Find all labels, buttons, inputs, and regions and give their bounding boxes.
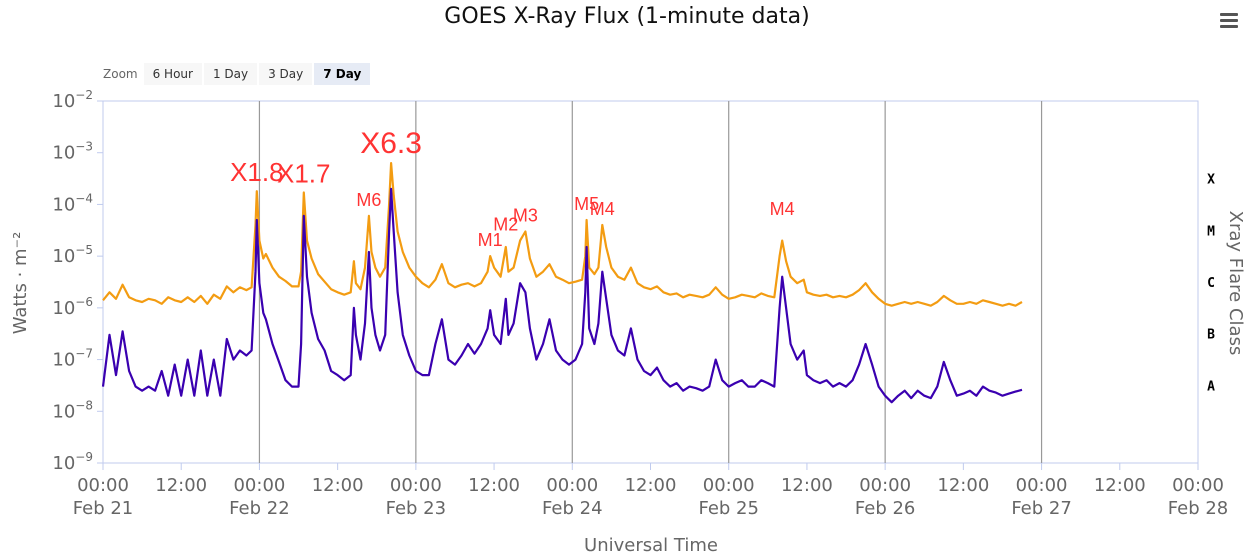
zoom-label: Zoom: [103, 67, 138, 81]
x-tick-time: 12:00: [155, 475, 207, 496]
x-tick-date: Feb 28: [1168, 498, 1229, 519]
y-tick-label: 10−3: [52, 140, 93, 164]
x-tick-time: 00:00: [1016, 475, 1068, 496]
zoom-7-day-button[interactable]: 7 Day: [314, 63, 371, 85]
x-tick-date: Feb 27: [1011, 498, 1072, 519]
y-tick-label: 10−9: [52, 450, 93, 474]
flare-class-label: C: [1207, 276, 1215, 291]
plot-area-border: [102, 100, 1199, 464]
zoom-1-day-button[interactable]: 1 Day: [203, 63, 258, 85]
flare-annotation: M4: [590, 199, 615, 219]
flare-annotation: X1.8: [230, 157, 284, 187]
x-tick-time: 00:00: [859, 475, 911, 496]
x-tick-time: 00:00: [390, 475, 442, 496]
hamburger-menu-icon[interactable]: [1218, 10, 1240, 30]
flare-class-label: B: [1207, 328, 1215, 343]
series-short-line: [101, 187, 1023, 404]
series-long-line: [102, 162, 1023, 307]
zoom-6-hour-button[interactable]: 6 Hour: [143, 63, 202, 85]
x-tick-date: Feb 24: [542, 498, 603, 519]
chart-title: GOES X-Ray Flux (1-minute data): [444, 4, 810, 29]
x-tick-time: 00:00: [546, 475, 598, 496]
x-tick-time: 00:00: [77, 475, 129, 496]
x-tick-time: 00:00: [1172, 475, 1224, 496]
flare-annotation: M4: [770, 199, 795, 219]
x-tick-time: 12:00: [1094, 475, 1146, 496]
y-tick-label: 10−4: [52, 191, 93, 215]
zoom-controls: Zoom 6 Hour 1 Day 3 Day 7 Day: [103, 61, 372, 87]
x-tick-time: 00:00: [703, 475, 755, 496]
x-tick-date: Feb 26: [855, 498, 916, 519]
flare-class-label: A: [1207, 379, 1215, 394]
x-tick-date: Feb 25: [698, 498, 759, 519]
flare-class-label: M: [1207, 224, 1215, 239]
x-axis-label: Universal Time: [584, 535, 718, 556]
x-tick-date: Feb 22: [229, 498, 290, 519]
x-tick-time: 12:00: [625, 475, 677, 496]
y-tick-label: 10−5: [52, 243, 93, 267]
x-tick-time: 12:00: [468, 475, 520, 496]
y-tick-label: 10−2: [52, 88, 93, 112]
flare-annotation: M1: [478, 230, 503, 250]
y-tick-label: 10−7: [52, 347, 93, 371]
flare-annotation: M2: [493, 215, 518, 235]
x-tick-time: 12:00: [312, 475, 364, 496]
x-tick-time: 12:00: [781, 475, 833, 496]
flare-annotation: X6.3: [360, 127, 422, 160]
y-tick-label: 10−8: [52, 398, 93, 422]
x-tick-time: 12:00: [937, 475, 989, 496]
flare-annotation: M3: [513, 205, 538, 225]
flare-class-axis-label: Xray Flare Class: [1225, 211, 1246, 356]
flare-class-label: X: [1207, 173, 1215, 188]
flare-annotation: M5: [574, 194, 599, 214]
y-tick-label: 10−6: [52, 295, 93, 319]
y-axis-label: Watts · m⁻²: [10, 232, 31, 335]
flare-annotation: M6: [356, 190, 381, 210]
x-tick-time: 00:00: [233, 475, 285, 496]
zoom-3-day-button[interactable]: 3 Day: [259, 63, 313, 85]
x-tick-date: Feb 21: [73, 498, 134, 519]
flare-annotation: X1.7: [277, 159, 331, 189]
x-tick-date: Feb 23: [386, 498, 447, 519]
